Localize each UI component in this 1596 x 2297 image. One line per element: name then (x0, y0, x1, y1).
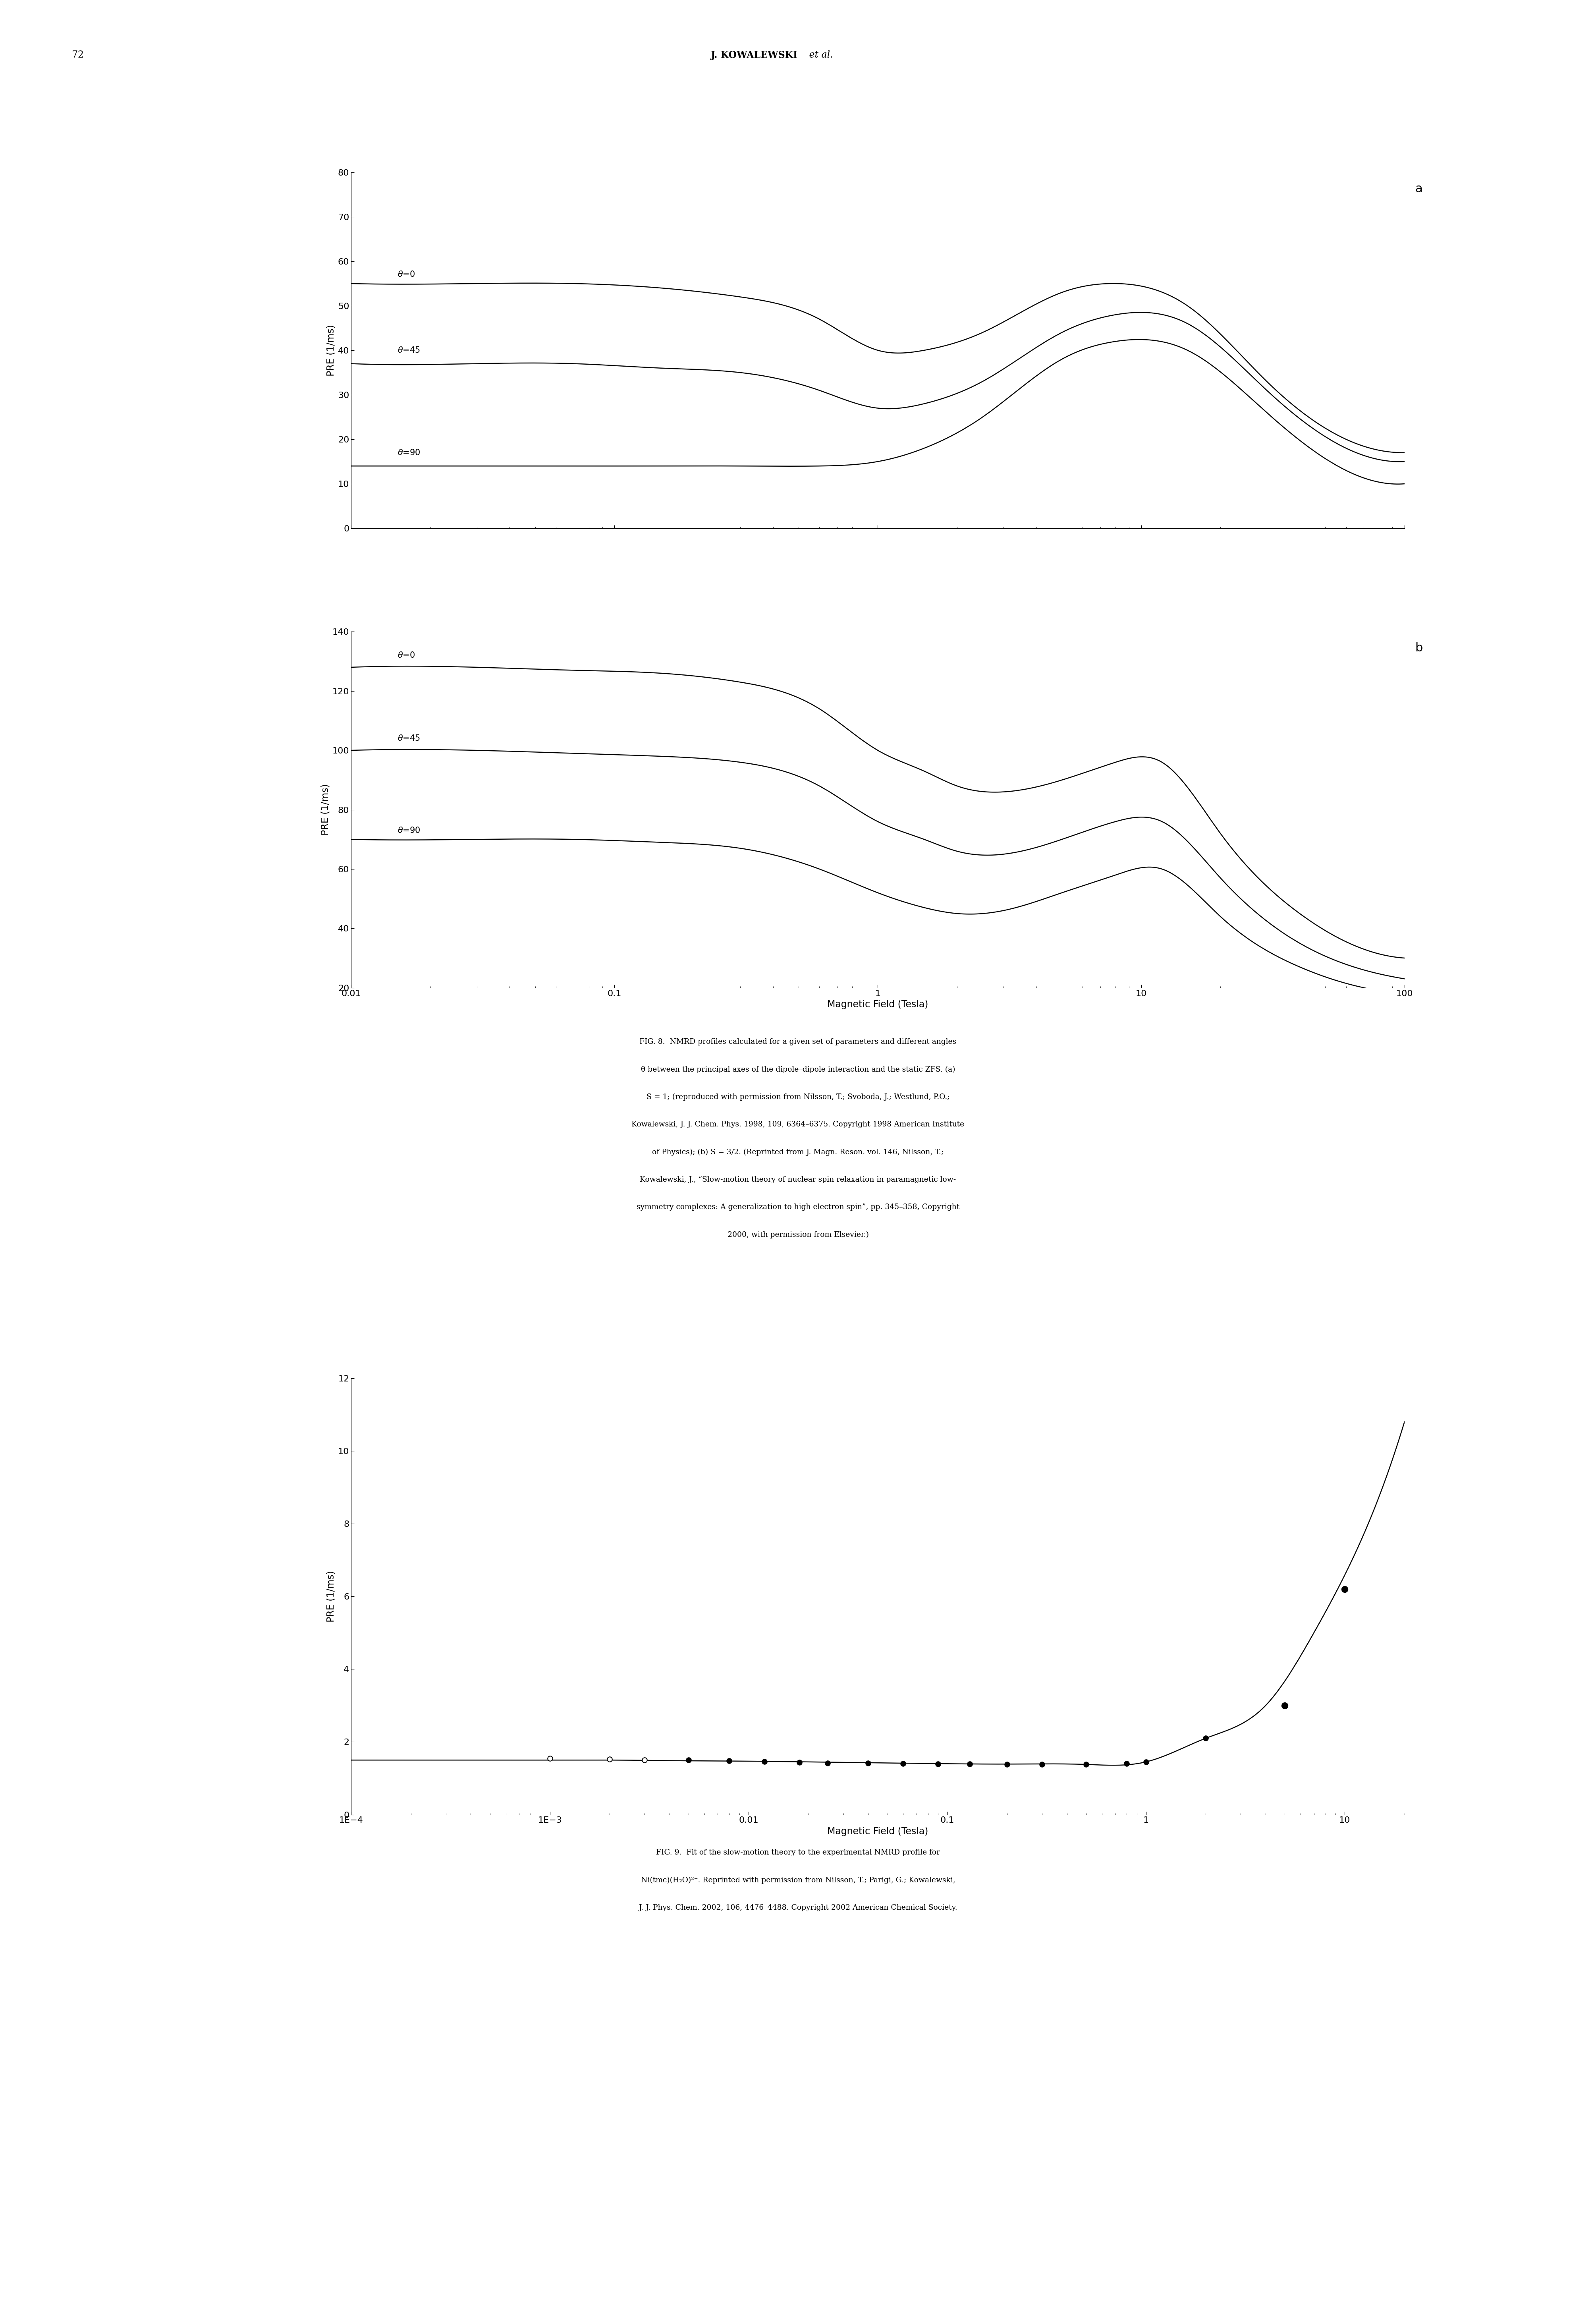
Text: J. J. Phys. Chem. 2002, 106, 4476–4488. Copyright 2002 American Chemical Society: J. J. Phys. Chem. 2002, 106, 4476–4488. … (638, 1904, 958, 1911)
Text: 72: 72 (72, 51, 83, 60)
Text: $\theta$=45: $\theta$=45 (397, 347, 420, 354)
X-axis label: Magnetic Field (Tesla): Magnetic Field (Tesla) (827, 1826, 929, 1835)
Text: $\theta$=0: $\theta$=0 (397, 652, 415, 659)
Text: Ni(tmc)(H₂O)²⁺. Reprinted with permission from Nilsson, T.; Parigi, G.; Kowalews: Ni(tmc)(H₂O)²⁺. Reprinted with permissio… (640, 1877, 956, 1884)
Text: $\theta$=90: $\theta$=90 (397, 448, 420, 457)
X-axis label: Magnetic Field (Tesla): Magnetic Field (Tesla) (827, 999, 929, 1008)
Text: S = 1; (reproduced with permission from Nilsson, T.; Svoboda, J.; Westlund, P.O.: S = 1; (reproduced with permission from … (646, 1093, 950, 1100)
Text: Kowalewski, J., “Slow-motion theory of nuclear spin relaxation in paramagnetic l: Kowalewski, J., “Slow-motion theory of n… (640, 1176, 956, 1183)
Text: symmetry complexes: A generalization to high electron spin”, pp. 345–358, Copyri: symmetry complexes: A generalization to … (637, 1204, 959, 1211)
Text: J. KOWALEWSKI: J. KOWALEWSKI (710, 51, 798, 60)
Text: θ between the principal axes of the dipole–dipole interaction and the static ZFS: θ between the principal axes of the dipo… (642, 1066, 954, 1073)
Text: b: b (1416, 643, 1422, 655)
Text: FIG. 9.  Fit of the slow-motion theory to the experimental NMRD profile for: FIG. 9. Fit of the slow-motion theory to… (656, 1849, 940, 1856)
Y-axis label: PRE (1/ms): PRE (1/ms) (326, 324, 335, 377)
Text: 2000, with permission from Elsevier.): 2000, with permission from Elsevier.) (728, 1231, 868, 1238)
Text: a: a (1416, 184, 1422, 195)
Text: of Physics); (b) S = 3/2. (Reprinted from J. Magn. Reson. vol. 146, Nilsson, T.;: of Physics); (b) S = 3/2. (Reprinted fro… (653, 1148, 943, 1155)
Y-axis label: PRE (1/ms): PRE (1/ms) (321, 783, 330, 836)
Text: Kowalewski, J. J. Chem. Phys. 1998, 109, 6364–6375. Copyright 1998 American Inst: Kowalewski, J. J. Chem. Phys. 1998, 109,… (632, 1121, 964, 1128)
Text: $\theta$=45: $\theta$=45 (397, 735, 420, 742)
Text: et al.: et al. (806, 51, 833, 60)
Y-axis label: PRE (1/ms): PRE (1/ms) (326, 1571, 335, 1622)
Text: FIG. 8.  NMRD profiles calculated for a given set of parameters and different an: FIG. 8. NMRD profiles calculated for a g… (640, 1038, 956, 1045)
Text: $\theta$=90: $\theta$=90 (397, 827, 420, 834)
Text: $\theta$=0: $\theta$=0 (397, 271, 415, 278)
